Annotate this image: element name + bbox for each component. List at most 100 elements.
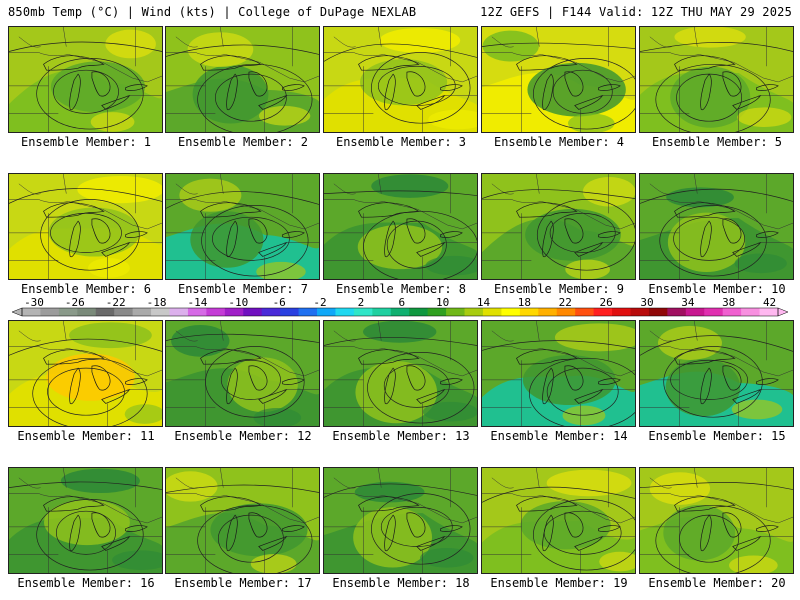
ensemble-map-panel: [481, 173, 636, 280]
color-swatch: [685, 308, 705, 316]
ensemble-map-panel: [481, 26, 636, 133]
scale-tick-label: 18: [518, 297, 531, 309]
scale-tick-label: -22: [106, 297, 126, 309]
color-swatch: [667, 308, 687, 316]
temperature-map: [9, 321, 162, 426]
color-scale-bar: -30 -26 -22 -18 -14 -10 -6 -2 2 6 10 14 18 22 26 30 34 38…: [12, 297, 788, 317]
scale-tick-label: -6: [273, 297, 286, 309]
temperature-map: [482, 321, 635, 426]
color-swatch: [206, 308, 226, 316]
color-swatch: [317, 308, 336, 316]
ensemble-map-panel: [165, 467, 320, 574]
ensemble-member-label: Ensemble Member: 7: [177, 282, 309, 296]
ensemble-map-panel: [323, 320, 478, 427]
color-swatch: [409, 308, 429, 316]
ensemble-map-panel: [323, 173, 478, 280]
temperature-map: [166, 321, 319, 426]
color-swatch: [151, 308, 171, 316]
scale-tick-label: 10: [436, 297, 449, 309]
scale-tick-label: 42: [763, 297, 776, 309]
temperature-map: [482, 27, 635, 132]
color-swatch: [280, 308, 300, 316]
ensemble-member-label: Ensemble Member: 8: [335, 282, 467, 296]
ensemble-map-panel: [8, 467, 163, 574]
color-swatch: [224, 308, 244, 316]
temperature-map: [324, 321, 477, 426]
ensemble-member-label: Ensemble Member: 19: [490, 576, 628, 590]
temperature-map: [324, 468, 477, 573]
ensemble-member-label: Ensemble Member: 16: [17, 576, 155, 590]
temperature-map: [9, 174, 162, 279]
color-swatch: [482, 308, 502, 316]
temperature-map: [640, 174, 793, 279]
color-swatch: [593, 308, 613, 316]
scale-arrow-right: [777, 307, 788, 317]
color-swatch: [501, 308, 521, 316]
color-swatch: [612, 308, 631, 316]
scale-tick-label: 14: [477, 297, 491, 309]
color-swatch: [648, 308, 668, 316]
ensemble-member-label: Ensemble Member: 13: [332, 429, 470, 443]
color-swatch: [114, 308, 134, 316]
temperature-map: [640, 321, 793, 426]
scale-tick-label: 30: [640, 297, 653, 309]
color-swatch: [722, 308, 742, 316]
scale-tick-label: -26: [65, 297, 85, 309]
color-swatch: [630, 308, 650, 316]
ensemble-map-panel: [8, 173, 163, 280]
color-swatch: [556, 308, 576, 316]
run-info: 12Z GEFS | F144 Valid: 12Z THU MAY 29 20…: [480, 5, 792, 19]
ensemble-member-label: Ensemble Member: 14: [490, 429, 628, 443]
temperature-map: [166, 468, 319, 573]
ensemble-map-panel: [165, 320, 320, 427]
scale-tick-label: 22: [559, 297, 572, 309]
temperature-map: [482, 174, 635, 279]
color-scale: -30 -26 -22 -18 -14 -10 -6 -2 2 6 10 14 18 22 26 30 34 38…: [12, 297, 788, 319]
scale-tick-label: -30: [24, 297, 44, 309]
ensemble-map-panel: [481, 467, 636, 574]
color-swatch: [22, 308, 41, 316]
ensemble-map-panel: [639, 173, 794, 280]
scale-arrow-left: [12, 307, 23, 317]
temperature-map: [166, 174, 319, 279]
ensemble-member-label: Ensemble Member: 3: [335, 135, 467, 149]
temperature-map: [324, 27, 477, 132]
ensemble-map-panel: [323, 26, 478, 133]
scale-tick-label: -10: [228, 297, 248, 309]
chart-title: 850mb Temp (°C) | Wind (kts) | College o…: [8, 5, 417, 19]
temperature-map: [9, 27, 162, 132]
ensemble-map-panel: [481, 320, 636, 427]
ensemble-map-panel: [165, 173, 320, 280]
color-swatch: [575, 308, 595, 316]
ensemble-member-label: Ensemble Member: 18: [332, 576, 470, 590]
color-swatch: [261, 308, 281, 316]
scale-tick-label: 26: [599, 297, 612, 309]
ensemble-member-label: Ensemble Member: 9: [493, 282, 625, 296]
color-swatch: [243, 308, 263, 316]
color-swatch: [390, 308, 410, 316]
ensemble-map-panel: [639, 26, 794, 133]
ensemble-member-label: Ensemble Member: 4: [493, 135, 625, 149]
ensemble-member-label: Ensemble Member: 11: [17, 429, 155, 443]
ensemble-member-label: Ensemble Member: 15: [648, 429, 786, 443]
color-swatch: [538, 308, 558, 316]
ensemble-member-label: Ensemble Member: 2: [177, 135, 309, 149]
scale-tick-label: 38: [722, 297, 735, 309]
temperature-map: [324, 174, 477, 279]
ensemble-member-label: Ensemble Member: 1: [20, 135, 152, 149]
color-swatch: [187, 308, 207, 316]
scale-tick-label: 6: [398, 297, 405, 309]
color-swatch: [169, 308, 189, 316]
temperature-map: [640, 27, 793, 132]
color-swatch: [58, 308, 78, 316]
temperature-map: [9, 468, 162, 573]
ensemble-member-label: Ensemble Member: 12: [174, 429, 312, 443]
temperature-map: [482, 468, 635, 573]
color-swatch: [464, 308, 484, 316]
scale-tick-label: -2: [313, 297, 326, 309]
color-swatch: [519, 308, 539, 316]
color-swatch: [77, 308, 97, 316]
color-swatch: [372, 308, 392, 316]
color-swatch: [40, 308, 60, 316]
scale-tick-label: 2: [358, 297, 365, 309]
